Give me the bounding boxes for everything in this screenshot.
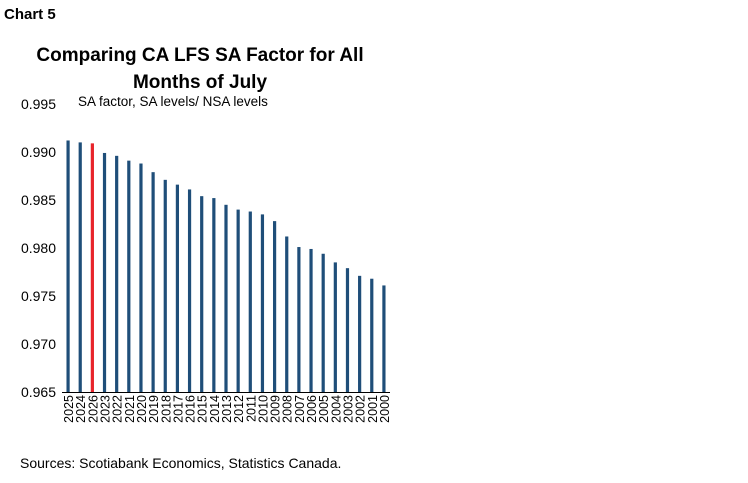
y-axis-ticks: 0.965 0.970 0.975 0.980 0.985 0.990 0.995 [21,96,56,400]
bar-2002 [358,275,362,392]
x-tick-label: 2007 [293,395,307,423]
y-tick-label: 0.995 [21,96,56,112]
x-tick-label: 2009 [269,395,283,423]
x-tick-label: 2013 [220,395,234,423]
bar-2007 [297,247,301,392]
x-tick-label: 2008 [281,395,295,423]
x-tick-label: 2012 [232,395,246,423]
chart-title: Comparing CA LFS SA Factor for All Month… [36,45,364,93]
y-tick-label: 0.990 [21,144,56,160]
x-tick-label: 2003 [341,395,355,423]
bar-2026 [90,143,94,392]
x-tick-label: 2001 [366,395,380,423]
x-tick-label: 2014 [208,395,222,423]
bar-2025 [66,140,70,392]
x-tick-label: 2025 [62,395,76,423]
x-tick-label: 2015 [196,395,210,423]
y-tick-label: 0.970 [21,336,56,352]
bar-2006 [309,248,313,392]
bar-2012 [236,209,240,392]
bar-2021 [127,160,131,392]
x-tick-label: 2018 [159,395,173,423]
bar-2003 [345,268,350,392]
bar-2005 [321,253,325,392]
source-note: Sources: Scotiabank Economics, Statistic… [20,455,342,471]
x-tick-label: 2020 [135,395,149,423]
bar-2010 [260,214,265,392]
y-tick-label: 0.985 [21,192,56,208]
x-tick-label: 2010 [256,395,270,423]
x-tick-label: 2011 [244,395,258,422]
x-tick-label: 2006 [305,395,319,423]
x-tick-label: 2004 [329,395,343,423]
bar-2009 [272,221,277,392]
bar-2014 [212,198,216,392]
bar-2011 [248,211,252,392]
chart-label: Chart 5 [4,6,56,23]
y-tick-label: 0.965 [21,384,56,400]
bar-2016 [187,189,192,392]
bar-2019 [151,172,155,392]
y-tick-label: 0.975 [21,288,56,304]
x-tick-label: 2005 [317,395,331,423]
x-tick-label: 2019 [147,395,161,423]
x-tick-label: 2022 [111,395,125,423]
bar-2024 [78,142,82,392]
bar-2018 [163,179,167,392]
x-tick-label: 2021 [123,395,137,423]
x-tick-label: 2017 [171,395,185,423]
x-tick-label: 2002 [354,395,368,423]
bar-2000 [382,285,386,392]
bar-2023 [102,152,107,392]
bar-2008 [285,236,289,392]
bar-2020 [139,163,143,392]
y-tick-label: 0.980 [21,240,56,256]
bar-2013 [224,204,228,392]
x-tick-label: 2026 [86,395,100,423]
x-tick-label: 2000 [378,395,392,423]
bar-2015 [200,196,204,392]
bars [66,140,386,392]
x-tick-label: 2024 [74,395,88,423]
bar-2017 [175,184,180,392]
bar-2001 [370,278,374,392]
chart-annotation: SA factor, SA levels/ NSA levels [78,94,268,109]
bar-2022 [115,155,119,392]
x-axis-ticks: 2025202420262023202220212020201920182017… [62,395,392,423]
bar-2004 [333,262,337,392]
x-tick-label: 2016 [184,395,198,423]
x-tick-label: 2023 [99,395,113,423]
